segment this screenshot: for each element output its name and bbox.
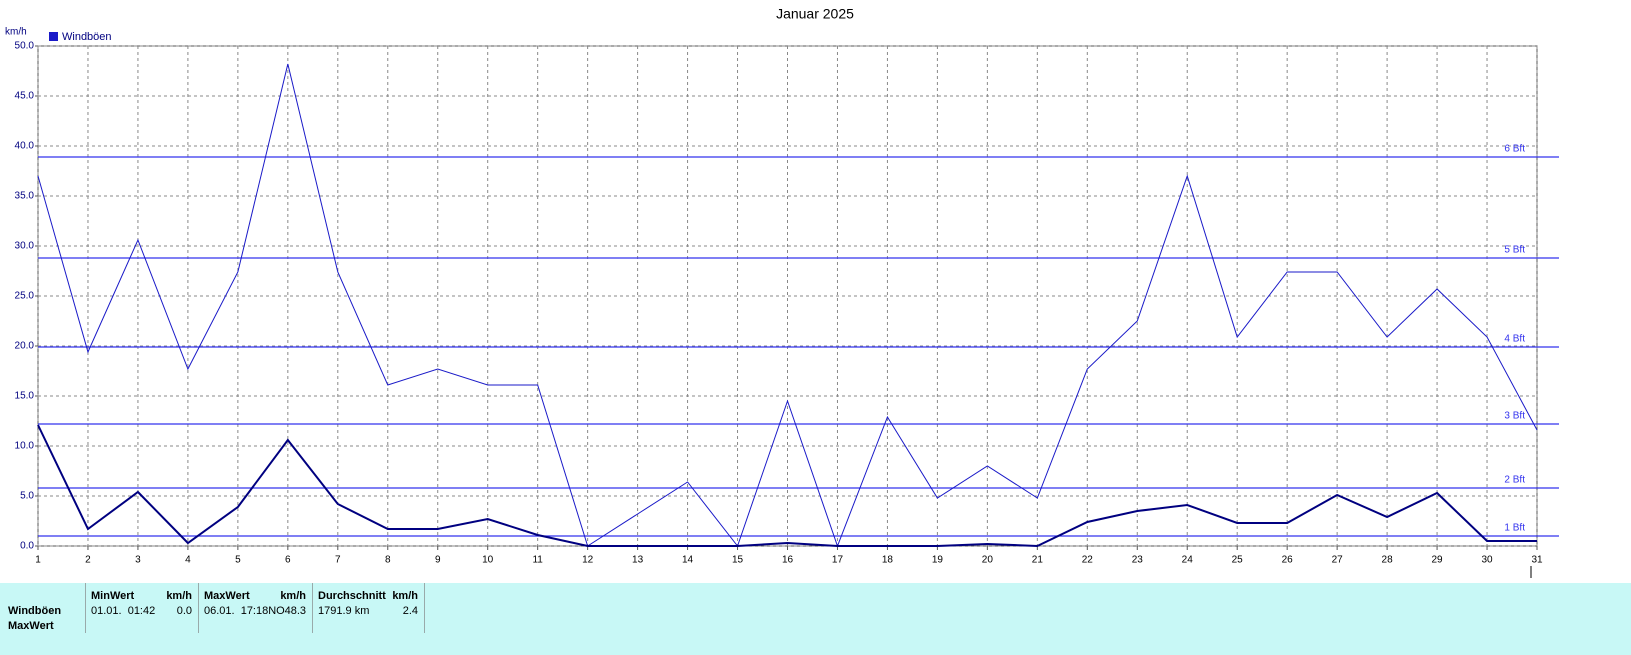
row-label: Windböen — [8, 605, 62, 617]
y-tick-label: 15.0 — [15, 391, 35, 402]
x-tick-label: 15 — [732, 555, 744, 566]
y-tick-label: 25.0 — [15, 291, 35, 302]
x-tick-label: 29 — [1432, 555, 1444, 566]
x-tick-label: 13 — [632, 555, 644, 566]
x-tick-label: 28 — [1382, 555, 1394, 566]
beaufort-label: 3 Bft — [1504, 411, 1525, 422]
y-tick-label: 20.0 — [15, 341, 35, 352]
x-tick-label: 4 — [185, 555, 191, 566]
x-tick-label: 31 — [1531, 555, 1543, 566]
chart: Januar 2025 km/h Windböen 0.0 5.0 10.0 15.0… — [5, 6, 1559, 578]
legend-label: Windböen — [62, 31, 112, 43]
x-tick-label: 23 — [1132, 555, 1144, 566]
x-tick-label: 5 — [235, 555, 241, 566]
x-tick-label: 7 — [335, 555, 341, 566]
x-tick-label: 11 — [532, 555, 543, 566]
column-separator — [198, 583, 199, 633]
x-tick-label: 16 — [782, 555, 794, 566]
y-tick-label: 35.0 — [15, 191, 35, 202]
beaufort-label: 1 Bft — [1504, 523, 1525, 534]
beaufort-label: 5 Bft — [1504, 245, 1525, 256]
stats-table: Windböen MaxWert MinWert km/h 01.01. 01:42 0.… — [0, 583, 1631, 655]
x-tick-label: 6 — [285, 555, 291, 566]
y-tick-label: 10.0 — [15, 441, 35, 452]
cell-value: 2.4 — [402, 605, 418, 617]
series-line — [37, 63, 1538, 548]
cell-when: 01.01. 01:42 — [91, 605, 156, 617]
row-label: MaxWert — [8, 620, 54, 632]
x-tick-label: 21 — [1032, 555, 1044, 566]
x-tick-label: 2 — [85, 555, 91, 566]
y-tick-label: 5.0 — [20, 491, 34, 502]
column-separator — [312, 583, 313, 633]
x-tick-label: 25 — [1232, 555, 1244, 566]
column-separator — [424, 583, 425, 633]
x-tick-label: 3 — [135, 555, 141, 566]
cell-value: 48.3 — [284, 605, 306, 617]
x-tick-label: 20 — [982, 555, 994, 566]
cell-when: 06.01. 17:18NO — [204, 605, 285, 617]
x-tick-label: 9 — [435, 555, 441, 566]
legend-swatch — [49, 32, 58, 41]
x-tick-label: 14 — [682, 555, 694, 566]
column-unit: km/h — [280, 590, 306, 602]
column-unit: km/h — [166, 590, 192, 602]
x-tick-label: 24 — [1182, 555, 1194, 566]
y-tick-label: 40.0 — [15, 141, 35, 152]
x-tick-label: 19 — [932, 555, 944, 566]
y-tick-label: 0.0 — [20, 541, 34, 552]
cell-when: 1791.9 km — [318, 605, 370, 617]
y-unit: km/h — [5, 27, 27, 38]
x-tick-label: 26 — [1282, 555, 1294, 566]
x-tick-label: 22 — [1082, 555, 1094, 566]
x-tick-label: 30 — [1481, 555, 1493, 566]
beaufort-label: 2 Bft — [1504, 475, 1525, 486]
column-header: MinWert — [91, 590, 135, 602]
cell-value: 0.0 — [176, 605, 192, 617]
column-separator — [85, 583, 86, 633]
x-tick-label: 27 — [1332, 555, 1344, 566]
x-tick-label: 10 — [482, 555, 494, 566]
y-tick-label: 45.0 — [15, 91, 35, 102]
column-header: Durchschnitt — [318, 590, 386, 602]
column-header: MaxWert — [204, 590, 250, 602]
series-line — [37, 424, 1537, 548]
x-tick-label: 8 — [385, 555, 391, 566]
x-tick-label: 17 — [832, 555, 844, 566]
beaufort-label: 4 Bft — [1504, 334, 1525, 345]
beaufort-label: 6 Bft — [1504, 144, 1525, 155]
column-unit: km/h — [392, 590, 418, 602]
y-tick-label: 30.0 — [15, 241, 35, 252]
x-tick-label: 18 — [882, 555, 894, 566]
x-tick-label: 12 — [582, 555, 594, 566]
x-tick-label: 1 — [35, 555, 41, 566]
y-tick-label: 50.0 — [15, 41, 35, 52]
chart-title: Januar 2025 — [776, 6, 854, 22]
